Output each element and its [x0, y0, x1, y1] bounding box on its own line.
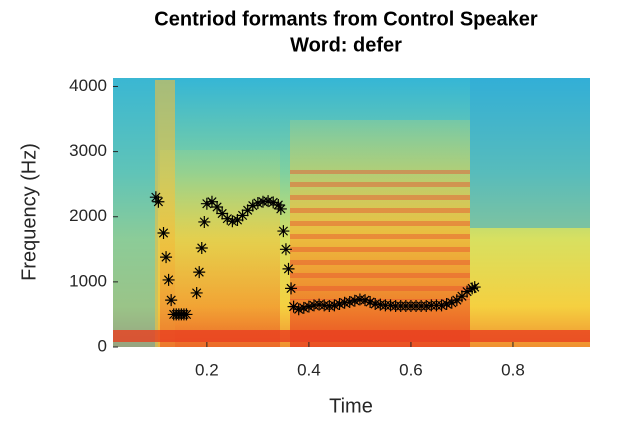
marker	[162, 273, 175, 286]
marker	[274, 202, 287, 215]
x-tick-label: 0.6	[399, 360, 423, 379]
marker	[231, 213, 244, 226]
marker	[318, 299, 331, 312]
marker	[272, 199, 285, 212]
marker	[165, 294, 178, 307]
marker	[277, 225, 290, 238]
marker	[450, 294, 463, 307]
y-axis-label: Frequency (Hz)	[18, 143, 40, 281]
marker	[198, 215, 211, 228]
marker	[369, 298, 382, 311]
marker	[323, 299, 336, 312]
marker	[211, 200, 224, 213]
marker	[343, 296, 356, 309]
marker	[466, 282, 479, 295]
marker	[282, 262, 295, 275]
marker	[435, 299, 448, 312]
marker	[374, 298, 387, 311]
marker	[333, 298, 346, 311]
marker	[292, 303, 305, 316]
marker	[384, 299, 397, 312]
y-tick-label: 3000	[69, 141, 107, 160]
y-tick-label: 2000	[69, 206, 107, 225]
marker	[246, 199, 259, 212]
marker	[195, 241, 208, 254]
marker	[302, 300, 315, 313]
marker	[364, 296, 377, 309]
marker	[226, 215, 239, 228]
marker	[440, 298, 453, 311]
marker	[180, 308, 193, 321]
marker	[328, 299, 341, 312]
marker	[468, 281, 481, 294]
marker	[160, 251, 173, 264]
marker	[267, 196, 280, 209]
marker	[287, 300, 300, 313]
marker	[251, 197, 264, 210]
marker	[420, 299, 433, 312]
marker	[205, 195, 218, 208]
marker	[236, 209, 249, 222]
y-tick-label: 0	[98, 336, 107, 355]
marker	[297, 301, 310, 314]
marker	[221, 212, 234, 225]
marker	[190, 286, 203, 299]
marker	[359, 294, 372, 307]
marker	[279, 243, 292, 256]
x-axis-label: Time	[329, 395, 373, 417]
spectrogram	[113, 78, 590, 347]
chart-title: Centriod formants from Control Speaker	[154, 8, 538, 30]
y-tick-label: 4000	[69, 76, 107, 95]
marker	[256, 195, 269, 208]
marker	[241, 204, 254, 217]
x-tick-label: 0.2	[195, 360, 219, 379]
marker	[285, 282, 298, 295]
x-tick-label: 0.4	[297, 360, 321, 379]
marker	[313, 298, 326, 311]
y-tick-label: 1000	[69, 271, 107, 290]
marker	[353, 293, 366, 306]
marker	[262, 195, 275, 208]
marker	[338, 296, 351, 309]
marker	[348, 294, 361, 307]
x-tick-label: 0.8	[501, 360, 525, 379]
marker	[461, 285, 474, 298]
marker	[216, 207, 229, 220]
marker	[308, 299, 321, 312]
marker	[445, 296, 458, 309]
marker	[157, 227, 170, 240]
marker	[193, 266, 206, 279]
marker	[200, 197, 213, 210]
marker	[152, 195, 165, 208]
marker	[455, 290, 468, 303]
marker	[149, 191, 162, 204]
chart-subtitle: Word: defer	[290, 34, 402, 56]
